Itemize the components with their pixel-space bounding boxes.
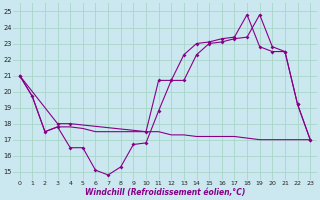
X-axis label: Windchill (Refroidissement éolien,°C): Windchill (Refroidissement éolien,°C)	[85, 188, 245, 197]
